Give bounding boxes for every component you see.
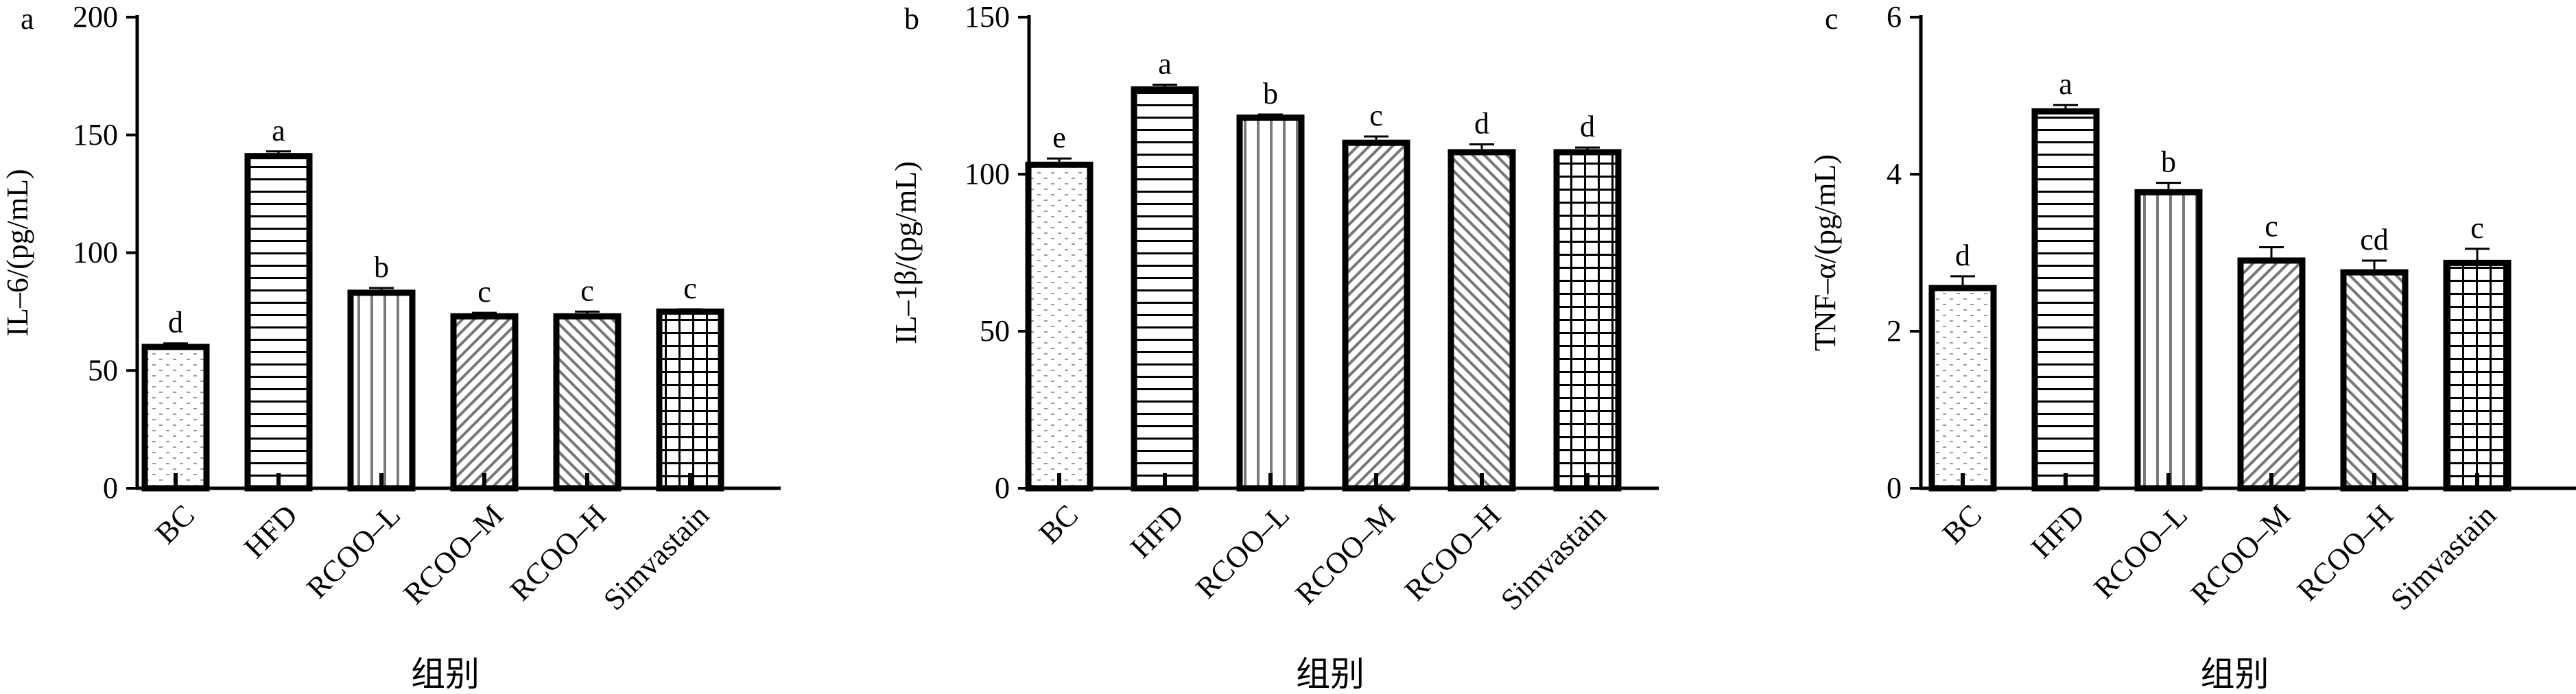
bar-hfd [244, 153, 313, 492]
significance-label: c [580, 274, 594, 307]
x-tick-label: HFD [1124, 498, 1190, 564]
significance-label: a [1158, 47, 1172, 80]
significance-label: d [1955, 239, 1970, 272]
significance-label: cd [2360, 223, 2389, 256]
x-tick-label: RCOO–H [1398, 498, 1507, 607]
significance-label: d [168, 306, 183, 339]
y-tick-label: 4 [1887, 157, 1902, 191]
significance-label: c [2470, 211, 2484, 245]
y-axis-label: IL–6/(pg/mL) [1, 169, 34, 336]
x-tick-label: RCOO–L [2087, 498, 2194, 605]
x-tick-label: Simvastain [597, 498, 716, 617]
chart-panel-a: a 0 50 100 150 200 IL–6/(pg/mL) 组别 d BC a HFD b RCOO–… [1, 0, 781, 693]
y-tick-label: 6 [1887, 0, 1902, 34]
y-tick-label: 50 [980, 314, 1010, 348]
x-tick-label: BC [149, 498, 201, 550]
y-tick-label: 0 [995, 471, 1010, 505]
y-tick-label: 100 [73, 236, 118, 270]
panel-label: c [1825, 2, 1839, 36]
x-axis-label: 组别 [411, 655, 480, 693]
bar-rcoo-m [450, 313, 519, 492]
x-tick-label: Simvastain [2384, 498, 2503, 617]
bar-bc [141, 344, 210, 492]
y-tick-label: 150 [73, 118, 118, 152]
bar-simvastain [2443, 259, 2512, 492]
x-tick-label: RCOO–M [1289, 498, 1402, 610]
x-tick-label: Simvastain [1494, 498, 1613, 617]
panel-label: b [904, 2, 919, 36]
bar-rcoo-l [1236, 115, 1305, 492]
significance-label: b [1263, 77, 1278, 110]
significance-label: a [2059, 67, 2072, 101]
x-axis-label: 组别 [2201, 655, 2269, 693]
x-axis-label: 组别 [1296, 655, 1364, 693]
y-tick-label: 0 [1887, 471, 1902, 505]
bar-rcoo-l [2134, 189, 2203, 492]
y-axis-label: TNF–α/(pg/mL) [1808, 154, 1842, 351]
x-tick-label: RCOO–M [397, 498, 510, 610]
bar-rcoo-h [2340, 269, 2409, 492]
y-tick-label: 100 [965, 157, 1010, 191]
significance-label: d [1474, 106, 1489, 140]
y-tick-label: 50 [88, 353, 118, 387]
bar-bc [1025, 161, 1094, 492]
significance-label: a [272, 114, 285, 147]
significance-label: c [683, 272, 697, 305]
bar-rcoo-h [1447, 149, 1516, 492]
x-tick-label: BC [1032, 498, 1085, 550]
y-axis-label: IL–1β/(pg/mL) [889, 161, 923, 344]
significance-label: c [1369, 99, 1383, 132]
bar-rcoo-m [1342, 139, 1410, 492]
x-tick-label: BC [1936, 498, 1988, 550]
x-tick-label: RCOO–M [2184, 498, 2297, 610]
bar-rcoo-m [2237, 257, 2306, 492]
y-tick-label: 0 [103, 471, 118, 505]
bar-simvastain [1553, 149, 1622, 492]
bar-simvastain [656, 308, 724, 492]
significance-label: d [1580, 110, 1595, 143]
x-tick-label: HFD [237, 498, 304, 564]
x-tick-label: RCOO–L [300, 498, 407, 605]
panel-label: a [21, 2, 34, 36]
y-tick-label: 200 [73, 0, 118, 34]
bar-hfd [2031, 108, 2100, 492]
x-tick-label: HFD [2024, 498, 2091, 564]
bar-rcoo-l [347, 289, 416, 492]
x-tick-label: RCOO–L [1189, 498, 1296, 605]
chart-panel-c: c 0 2 4 6 TNF–α/(pg/mL) 组别 d BC a HFD b RCOO–L c RCOO–… [1808, 0, 2576, 693]
significance-label: e [1052, 121, 1066, 154]
significance-label: c [2265, 209, 2278, 243]
x-tick-label: RCOO–H [504, 498, 613, 607]
bar-rcoo-h [553, 313, 622, 492]
x-tick-label: RCOO–H [2291, 498, 2400, 607]
significance-label: b [2161, 145, 2176, 179]
y-tick-label: 150 [965, 0, 1010, 34]
bar-bc [1928, 285, 1997, 492]
y-tick-label: 2 [1887, 314, 1902, 348]
significance-label: c [477, 275, 491, 309]
bar-hfd [1131, 86, 1199, 492]
chart-panel-b: b 0 50 100 150 IL–1β/(pg/mL) 组别 e BC a HFD b RCOO–L c… [889, 0, 1659, 693]
significance-label: b [374, 250, 389, 284]
